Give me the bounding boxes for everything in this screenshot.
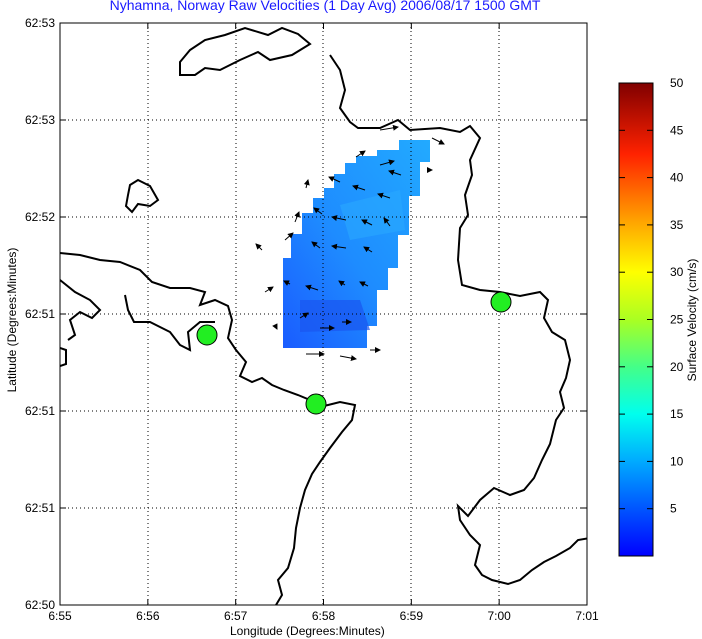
coastline <box>60 26 587 605</box>
y-tick-label: 62:52 <box>25 210 55 224</box>
figure-title: Nyhamna, Norway Raw Velocities (1 Day Av… <box>109 0 541 13</box>
velocity-arrow <box>363 246 373 253</box>
y-tick-label: 62:50 <box>25 598 55 612</box>
colorbar-tick-label: 5 <box>670 502 677 516</box>
x-tick-label: 7:01 <box>575 609 599 623</box>
velocity-arrow <box>377 192 391 199</box>
velocity-arrow <box>299 312 309 319</box>
velocity-arrow <box>338 280 346 287</box>
station-west <box>196 324 218 346</box>
colorbar-tick-label: 35 <box>670 218 684 232</box>
velocity-arrow <box>284 232 294 241</box>
y-tick-label: 62:51 <box>25 501 55 515</box>
colorbar-label: Surface Velocity (cm/s) <box>685 258 699 382</box>
stations <box>196 291 512 415</box>
x-tick-label: 6:58 <box>312 609 336 623</box>
velocity-arrow <box>313 207 323 215</box>
velocity-arrow <box>388 169 402 176</box>
x-tick-label: 6:55 <box>48 609 72 623</box>
velocity-arrow <box>383 217 391 227</box>
x-axis-label: Longitude (Degrees:Minutes) <box>230 624 385 638</box>
velocity-arrow <box>359 281 369 287</box>
colorbar-tick-label: 45 <box>670 123 684 137</box>
colorbar-tick-label: 25 <box>670 313 684 327</box>
colorbar-ticks: 50 45 40 35 30 25 20 15 10 5 <box>619 76 684 516</box>
x-tick-label: 6:56 <box>136 609 160 623</box>
x-tick-label: 6:59 <box>400 609 424 623</box>
y-tick-label: 62:51 <box>25 404 55 418</box>
y-axis: 62:53 62:53 62:52 62:51 62:51 62:51 62:50 <box>25 16 587 612</box>
velocity-arrow <box>331 243 347 250</box>
velocity-arrow <box>431 137 445 145</box>
velocity-field <box>283 140 430 348</box>
y-tick-label: 62:53 <box>25 16 55 30</box>
velocity-arrow <box>379 159 395 166</box>
velocity-arrow <box>361 219 373 226</box>
velocity-arrow <box>255 243 263 251</box>
colorbar-tick-label: 20 <box>670 360 684 374</box>
station-east <box>490 291 512 313</box>
colorbar-tick-label: 10 <box>670 454 684 468</box>
x-axis: 6:55 6:56 6:57 6:58 6:59 7:00 7:01 <box>48 23 599 623</box>
velocity-arrow <box>331 215 347 221</box>
velocity-arrow <box>305 284 319 291</box>
velocity-arrow <box>283 280 291 286</box>
velocity-arrow <box>303 179 310 189</box>
velocity-arrow <box>352 184 366 191</box>
colorbar-tick-label: 50 <box>670 76 684 90</box>
grid <box>60 23 587 605</box>
velocity-vectors <box>255 124 445 362</box>
velocity-arrow <box>294 211 300 223</box>
velocity-arrow <box>311 241 321 249</box>
x-tick-label: 7:00 <box>487 609 511 623</box>
velocity-arrow <box>264 286 274 293</box>
velocity-arrow <box>355 150 366 158</box>
x-tick-label: 6:57 <box>224 609 248 623</box>
colorbar-tick-label: 30 <box>670 265 684 279</box>
velocity-arrow <box>379 124 399 131</box>
y-tick-label: 62:53 <box>25 113 55 127</box>
velocity-arrow <box>339 355 357 362</box>
y-axis-label: Latitude (Degrees:Minutes) <box>5 247 19 393</box>
velocity-arrow <box>272 323 278 330</box>
y-tick-label: 62:51 <box>25 307 55 321</box>
station-south <box>305 393 327 415</box>
velocity-arrow <box>328 176 341 183</box>
colorbar-tick-label: 40 <box>670 171 684 185</box>
colorbar-tick-label: 15 <box>670 407 684 421</box>
